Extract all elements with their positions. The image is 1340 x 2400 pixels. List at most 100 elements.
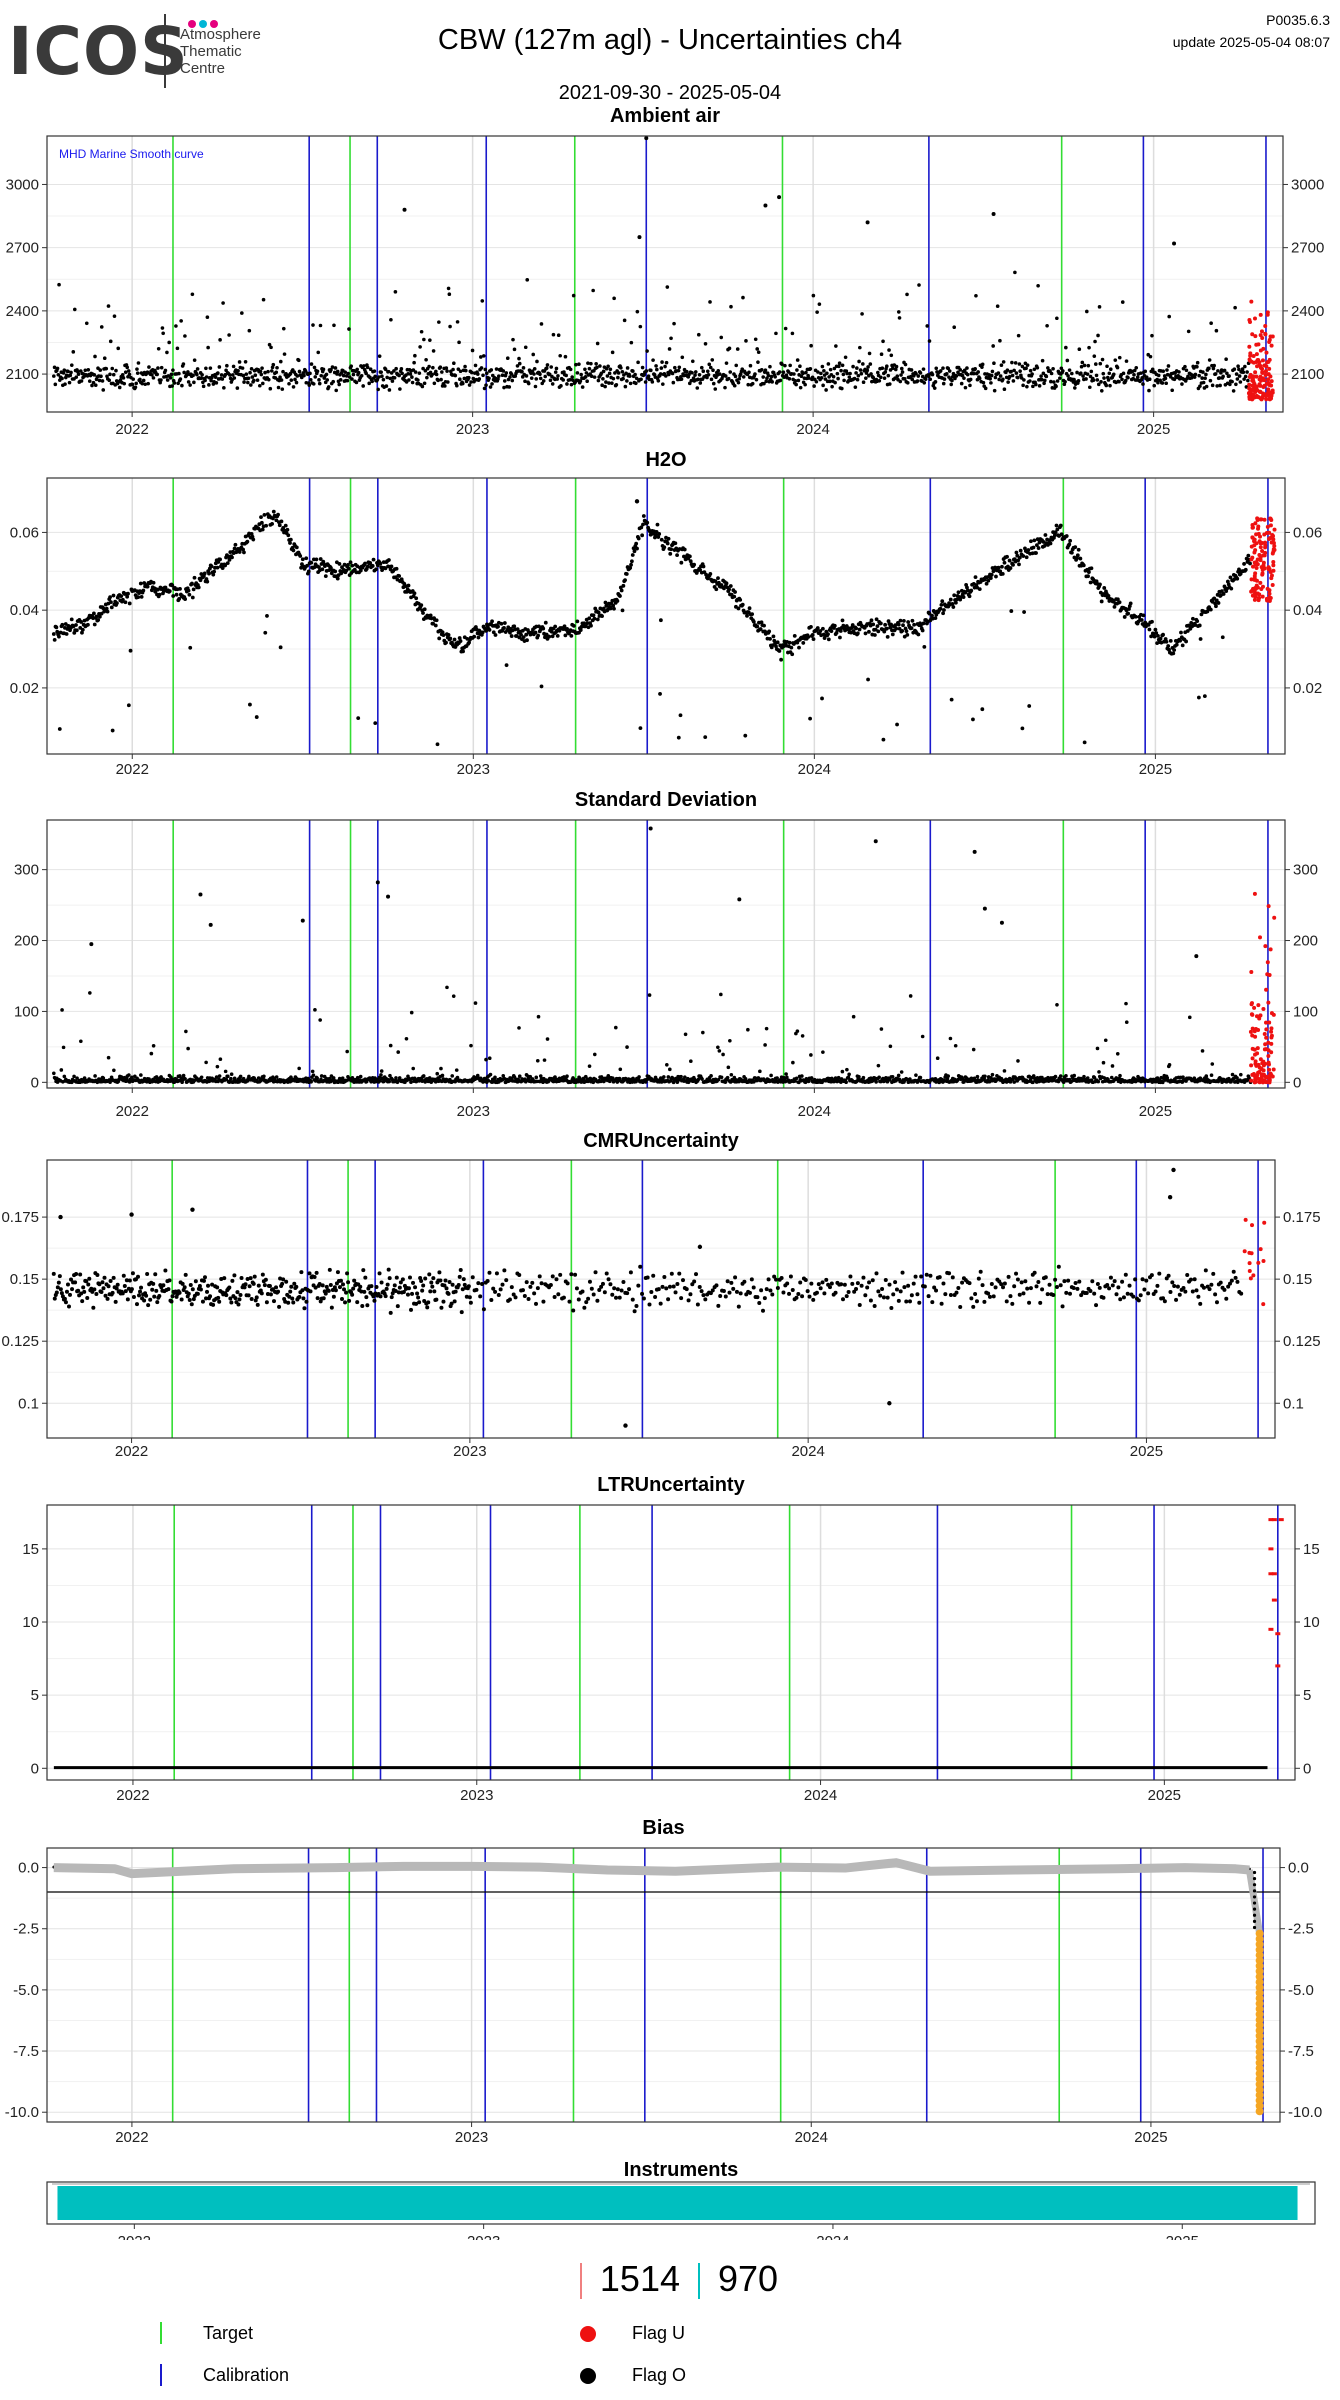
data-point: [1009, 369, 1013, 374]
data-point: [619, 366, 623, 370]
data-point: [1115, 365, 1120, 370]
data-point: [305, 563, 309, 568]
data-point: [57, 634, 61, 639]
data-point: [595, 365, 599, 370]
data-point: [255, 378, 260, 383]
data-point: [517, 361, 522, 366]
data-point: [251, 537, 256, 542]
data-point: [834, 344, 838, 348]
data-point: [935, 1056, 940, 1061]
flagged-point: [1269, 379, 1274, 384]
data-point: [683, 1075, 687, 1080]
data-point: [524, 374, 529, 378]
data-point: [170, 384, 174, 388]
data-point: [1246, 553, 1251, 558]
flagged-point: [1255, 364, 1260, 369]
flagged-point: [1247, 394, 1252, 399]
data-point: [167, 589, 172, 594]
data-point: [1088, 580, 1093, 585]
data-point: [1092, 1075, 1097, 1080]
data-point: [531, 352, 536, 357]
data-point: [289, 378, 294, 382]
data-point: [332, 323, 336, 328]
data-point: [362, 364, 366, 368]
data-point: [1235, 576, 1240, 581]
flagged-point: [1269, 576, 1274, 581]
data-point: [959, 381, 964, 386]
data-point: [572, 624, 576, 628]
data-point: [545, 1037, 550, 1041]
flagged-point: [1254, 359, 1259, 364]
data-point: [60, 622, 65, 627]
data-point: [792, 634, 797, 638]
data-point: [205, 579, 210, 584]
data-point: [1058, 523, 1063, 528]
flagged-point: [1264, 397, 1269, 402]
data-point: [534, 377, 539, 381]
data-point: [223, 563, 228, 568]
flagged-point: [1252, 543, 1257, 548]
data-point: [655, 522, 660, 527]
data-point: [490, 382, 494, 386]
data-point: [861, 1075, 866, 1080]
data-point: [716, 580, 721, 585]
data-point: [423, 1080, 428, 1084]
data-point: [725, 1075, 730, 1080]
data-point: [962, 368, 967, 373]
data-point: [971, 717, 975, 722]
flagged-point: [1271, 537, 1276, 542]
data-point: [713, 387, 718, 391]
data-point: [919, 623, 923, 628]
data-point: [798, 385, 803, 390]
data-point: [502, 626, 506, 630]
data-point: [869, 372, 873, 376]
data-point: [1167, 1063, 1172, 1067]
data-point: [880, 366, 885, 371]
data-point: [808, 366, 813, 371]
data-point: [355, 367, 359, 372]
data-point: [1205, 609, 1210, 614]
data-point: [1106, 593, 1111, 598]
data-point: [285, 527, 290, 532]
data-point: [112, 1068, 116, 1073]
data-point: [75, 1076, 79, 1080]
data-point: [136, 595, 141, 599]
data-point: [989, 572, 994, 577]
data-point: [658, 372, 663, 376]
data-point: [1132, 373, 1136, 377]
data-point: [62, 368, 67, 372]
data-point: [214, 381, 219, 385]
data-point: [99, 325, 104, 329]
data-point: [140, 381, 145, 386]
data-point: [297, 369, 302, 374]
data-point: [611, 603, 616, 608]
chart-annotation: MHD Marine Smooth curve: [59, 147, 204, 161]
data-point: [565, 627, 569, 631]
data-point: [249, 367, 254, 371]
data-point: [108, 339, 113, 344]
data-point: [1020, 364, 1025, 369]
data-point: [809, 1076, 814, 1080]
data-point: [595, 341, 600, 346]
data-point: [556, 333, 561, 338]
data-point: [508, 630, 512, 635]
outlier-point: [1172, 241, 1177, 246]
data-point: [800, 1034, 805, 1038]
data-point: [302, 373, 306, 378]
data-point: [169, 372, 174, 377]
data-point: [94, 614, 99, 619]
data-point: [160, 326, 165, 330]
data-point: [476, 635, 481, 640]
data-point: [128, 648, 133, 653]
data-point: [253, 373, 258, 378]
data-point: [259, 372, 264, 377]
data-point: [394, 1076, 398, 1080]
data-point: [790, 331, 795, 336]
data-point: [894, 364, 899, 369]
data-point: [992, 361, 996, 366]
data-point: [660, 360, 664, 364]
data-point: [422, 337, 426, 342]
data-point: [470, 348, 475, 353]
data-point: [773, 374, 777, 379]
data-point: [601, 606, 606, 611]
